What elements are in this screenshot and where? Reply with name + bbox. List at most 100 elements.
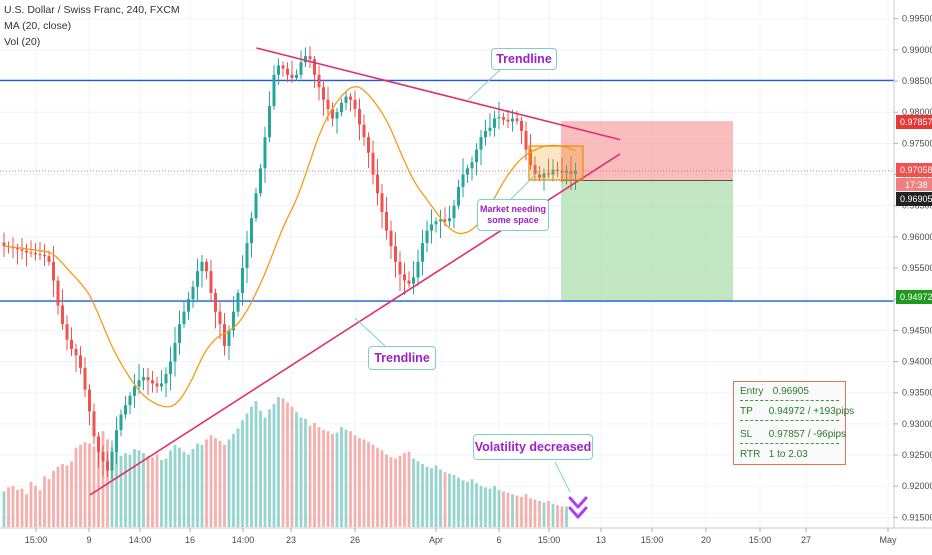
volume-bar (11, 485, 15, 527)
volume-bar (196, 443, 199, 527)
candle-body (16, 248, 19, 250)
candle-body (439, 219, 442, 222)
price-tag-entry-label: 0.96905 (900, 194, 932, 204)
candle-body (488, 127, 492, 131)
candle-body (358, 109, 361, 125)
time-tick-label: 16 (185, 535, 195, 545)
time-tick-label: 20 (701, 535, 711, 545)
price-tick-label: 0.96000 (902, 232, 932, 242)
candle-body (556, 169, 559, 171)
volume-bar (151, 457, 154, 527)
volume-bar (65, 465, 69, 527)
info-sl-value: 0.97857 / -96pips (768, 429, 847, 440)
volume-bar (2, 491, 6, 527)
trendline-top-pointer (467, 67, 503, 101)
time-tick-label: 23 (286, 535, 296, 545)
horizontal-levels[interactable] (0, 79, 894, 302)
volume-bar (380, 450, 384, 527)
info-row-rtr: RTR 1 to 2.03 (740, 446, 839, 463)
volume-bar (304, 418, 307, 527)
market-note-callout[interactable]: Market needing some space (477, 199, 549, 231)
volume-bar (358, 438, 361, 527)
trade-info-box[interactable]: Entry 0.96905 TP 0.94972 / +193pips SL 0… (733, 381, 854, 465)
take-profit-zone (561, 180, 733, 301)
info-row-tp: TP 0.94972 / +193pips (740, 403, 854, 421)
trendline-top-callout[interactable]: Trendline (491, 48, 557, 70)
candle-body (56, 280, 60, 306)
market-note-line2: some space (487, 215, 539, 225)
candle-body (43, 254, 46, 257)
volume-bar (232, 433, 235, 527)
candle-body (151, 380, 154, 384)
volume-bar (434, 465, 438, 527)
price-tag-current: 0.97058 17:38 (896, 163, 932, 191)
volume-bar (290, 406, 294, 527)
candle-body (142, 377, 145, 381)
candle-body (538, 174, 541, 178)
volume-bar (461, 480, 465, 527)
trendline (256, 47, 621, 141)
time-tick-label: 15:00 (641, 535, 664, 545)
info-entry-value: 0.96905 (772, 386, 809, 397)
volume-bar (412, 458, 415, 527)
candle-body (308, 56, 312, 60)
volume-bar (502, 491, 505, 527)
info-tp-label: TP (740, 406, 753, 417)
candle-body (146, 377, 150, 381)
volume-bar (394, 458, 397, 527)
volume-bar (236, 428, 240, 527)
candle-body (461, 174, 465, 188)
candle-body (25, 250, 28, 253)
candle-body (263, 137, 267, 169)
volume-bar (326, 431, 330, 527)
volume-bar (92, 446, 96, 527)
volume-bar (29, 481, 33, 527)
candle-body (493, 118, 496, 128)
candle-body (533, 165, 537, 175)
volume-bar (367, 442, 370, 527)
volume-bar (214, 438, 217, 527)
candle-body (569, 171, 573, 174)
volume-bar (299, 417, 303, 527)
volume-bar (34, 485, 37, 527)
price-axis-background (894, 0, 932, 550)
candle-body (133, 386, 136, 396)
candle-body (2, 242, 6, 247)
candle-body (259, 168, 262, 194)
candle-body (187, 299, 190, 312)
volume-bar (25, 494, 28, 527)
volume-bar (362, 439, 366, 527)
candle-body (497, 117, 501, 119)
volume-bar (385, 454, 388, 527)
info-sl-label: SL (740, 429, 753, 440)
candle-body (223, 324, 226, 346)
trade-zones (0, 121, 894, 301)
volume-bar (70, 461, 73, 527)
volume-bar (61, 464, 64, 527)
time-tick-label: 15:00 (749, 535, 772, 545)
candle-body (106, 461, 109, 471)
candle-body (340, 102, 343, 113)
volume-bar (155, 454, 159, 527)
candle-body (200, 261, 204, 272)
volume-bar (137, 450, 141, 527)
volume-bar (421, 464, 424, 527)
price-tick-label: 0.94500 (902, 325, 932, 335)
time-axis[interactable]: 15:00 9 14:00 16 14:00 23 26 Apr 6 15:00 13 15:00 20… (25, 528, 897, 545)
volatility-callout[interactable]: Volatility decreased (473, 434, 593, 460)
volume-bar (160, 459, 163, 527)
volume-bar (493, 485, 496, 527)
candle-body (47, 256, 51, 262)
volume-bar (97, 436, 100, 527)
volume-bar (331, 433, 334, 527)
volume-bar (547, 501, 550, 527)
candle-body (74, 349, 78, 356)
candle-body (299, 62, 303, 75)
trendline-bottom-callout[interactable]: Trendline (368, 346, 436, 370)
volume-bar (443, 472, 447, 527)
candle-body (218, 311, 222, 325)
candle-body (448, 218, 451, 222)
consolidation-box[interactable] (528, 145, 584, 181)
